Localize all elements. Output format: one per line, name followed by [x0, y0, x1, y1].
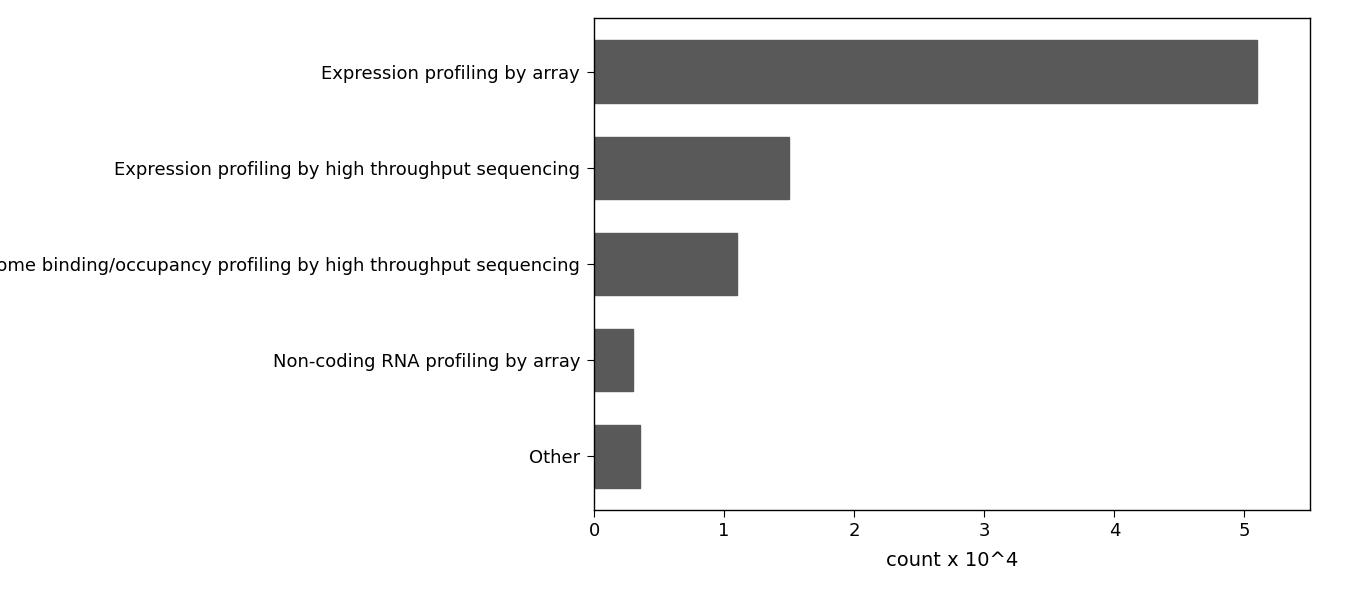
X-axis label: count x 10^4: count x 10^4 — [886, 551, 1018, 570]
Bar — [594, 137, 790, 199]
Bar — [594, 329, 633, 391]
Bar — [594, 40, 1257, 103]
Bar — [594, 425, 640, 488]
Bar — [594, 233, 737, 295]
